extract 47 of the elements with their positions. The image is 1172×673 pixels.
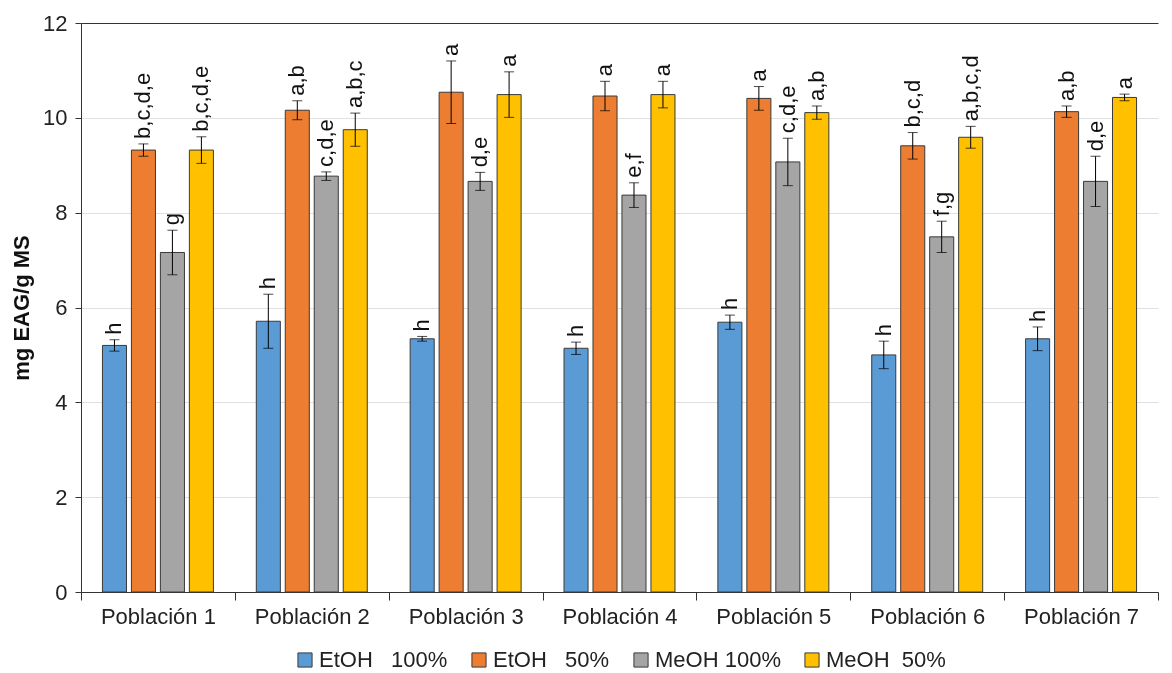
- data-label: a: [496, 53, 522, 67]
- data-label: a: [592, 63, 618, 77]
- data-label: a,b: [284, 65, 310, 96]
- y-tick-label: 6: [55, 295, 68, 320]
- x-tick-label: Población 2: [254, 603, 370, 629]
- legend-label: MeOH 100%: [655, 647, 781, 672]
- data-label: a: [649, 63, 675, 77]
- data-label: d,e: [1082, 120, 1108, 152]
- y-tick-label: 2: [55, 484, 68, 510]
- legend-label: EtOH 100%: [319, 647, 448, 672]
- data-label: a: [1111, 76, 1137, 90]
- data-label: b,c,d,e: [130, 72, 156, 139]
- data-label: f,g: [928, 191, 954, 217]
- data-label: b,c,d,e: [188, 65, 214, 132]
- y-tick-label: 12: [43, 10, 68, 36]
- legend-label: MeOH 50%: [826, 647, 946, 672]
- data-label: c,d,e: [313, 119, 339, 167]
- data-label: h: [870, 323, 896, 337]
- data-label: h: [716, 297, 742, 311]
- data-label: a,b: [1053, 70, 1079, 101]
- data-label: a,b: [803, 70, 829, 101]
- data-label: h: [255, 276, 281, 290]
- y-tick-label: 8: [55, 200, 68, 226]
- data-label: h: [409, 319, 435, 332]
- data-label: a: [438, 42, 464, 56]
- x-tick-label: Población 5: [716, 603, 832, 629]
- y-axis-title: mg EAG/g MS: [9, 235, 35, 381]
- x-tick-label: Población 4: [562, 603, 678, 629]
- y-tick-label: 4: [55, 389, 68, 415]
- data-label: c,d,e: [774, 85, 800, 134]
- data-label: e,f: [620, 152, 646, 178]
- x-tick-label: Población 3: [408, 603, 524, 629]
- x-tick-label: Población 6: [870, 603, 986, 629]
- data-label: h: [1024, 309, 1050, 322]
- x-tick-label: Población 7: [1024, 603, 1140, 629]
- data-label: b,c,d: [899, 79, 925, 128]
- data-label: a,b,c: [342, 60, 368, 109]
- data-label: a: [745, 68, 771, 82]
- legend-label: EtOH 50%: [493, 647, 610, 672]
- y-tick-label: 0: [55, 579, 68, 605]
- y-tick-label: 10: [43, 105, 68, 131]
- data-label: g: [159, 212, 185, 226]
- data-label: a,b,c,d: [957, 55, 983, 122]
- data-label: h: [563, 324, 589, 338]
- data-label: h: [101, 322, 127, 335]
- x-tick-label: Población 1: [100, 603, 216, 629]
- data-label: d,e: [467, 136, 493, 168]
